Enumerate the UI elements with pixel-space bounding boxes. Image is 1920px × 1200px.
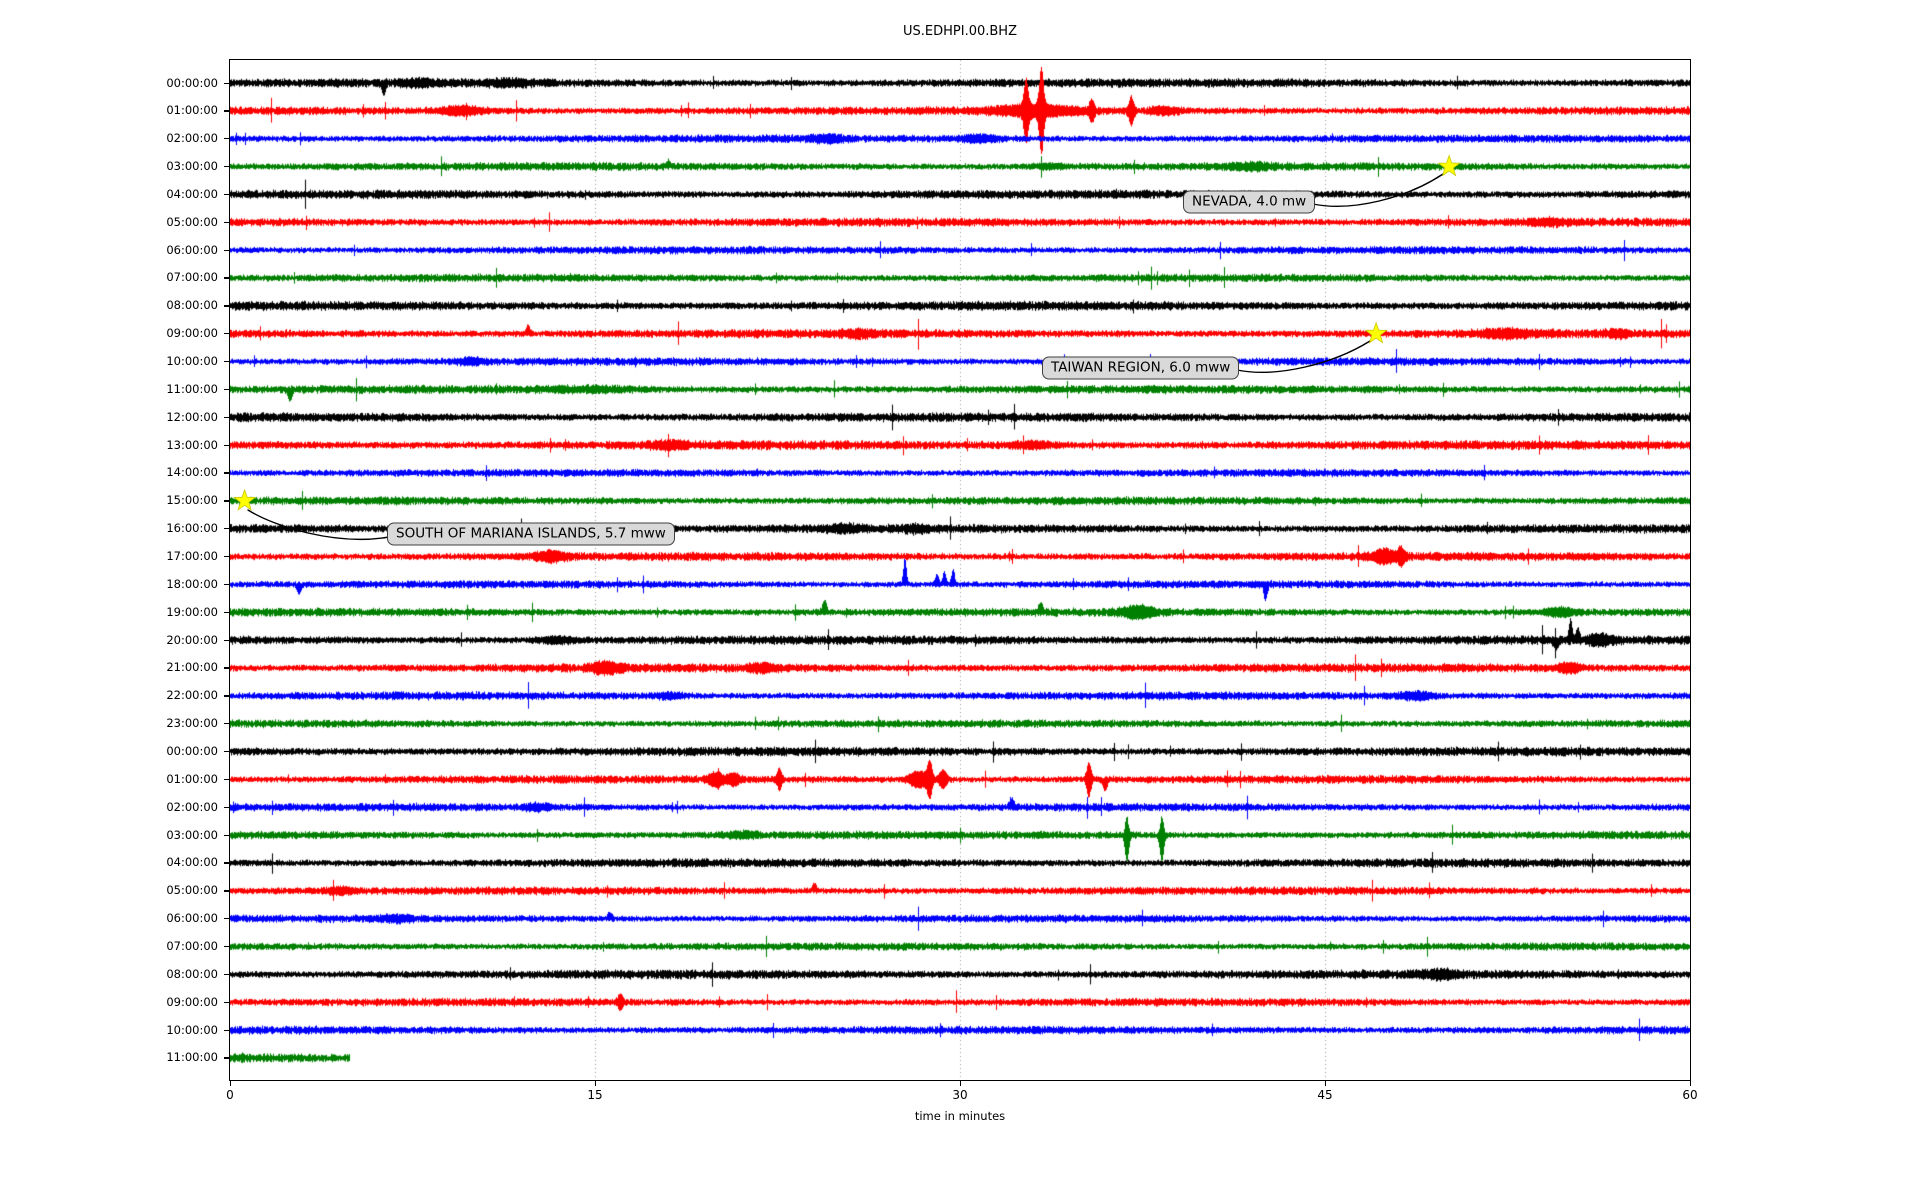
y-tick: [224, 639, 230, 641]
y-tick: [224, 361, 230, 363]
y-tick: [224, 862, 230, 864]
y-tick-label: 16:00:00: [166, 521, 218, 536]
y-tick: [224, 416, 230, 418]
chart-title: US.EDHPI.00.BHZ: [903, 24, 1017, 39]
y-tick-label: 00:00:00: [166, 744, 218, 759]
y-tick-label: 10:00:00: [166, 354, 218, 369]
y-tick: [224, 166, 230, 168]
x-tick: [229, 1081, 231, 1086]
y-tick-label: 18:00:00: [166, 576, 218, 591]
y-tick: [224, 305, 230, 307]
y-tick-label: 15:00:00: [166, 493, 218, 508]
y-tick: [224, 333, 230, 335]
y-tick: [224, 611, 230, 613]
y-tick-label: 02:00:00: [166, 799, 218, 814]
x-axis-title: time in minutes: [914, 1109, 1006, 1123]
y-tick-label: 02:00:00: [166, 131, 218, 146]
y-tick-label: 05:00:00: [166, 883, 218, 898]
y-tick: [224, 667, 230, 669]
x-tick-label: 0: [226, 1088, 234, 1102]
y-tick: [224, 472, 230, 474]
x-tick: [959, 1081, 961, 1086]
y-tick: [224, 1057, 230, 1059]
y-tick: [224, 444, 230, 446]
y-tick-label: 14:00:00: [166, 465, 218, 480]
y-tick-label: 01:00:00: [166, 771, 218, 786]
y-tick-label: 07:00:00: [166, 270, 218, 285]
y-axis-labels: 00:00:00 01:00:00 02:00:00 03:00:00 04:00:00…: [0, 60, 218, 1080]
y-tick-label: 06:00:00: [166, 242, 218, 257]
y-tick-label: 11:00:00: [166, 1050, 218, 1065]
y-tick: [224, 556, 230, 558]
x-tick-label: 15: [587, 1088, 603, 1102]
y-tick: [224, 138, 230, 140]
event-label: TAIWAN REGION, 6.0 mww: [1042, 356, 1240, 380]
y-tick: [224, 973, 230, 976]
y-tick: [224, 110, 230, 112]
y-tick-label: 09:00:00: [166, 994, 218, 1009]
y-tick-label: 08:00:00: [166, 298, 218, 313]
x-tick-label: 30: [952, 1088, 968, 1102]
y-tick: [224, 388, 230, 391]
y-tick-label: 05:00:00: [166, 214, 218, 229]
y-tick: [224, 723, 230, 725]
y-tick-label: 13:00:00: [166, 437, 218, 452]
y-tick: [224, 1001, 230, 1003]
y-tick: [224, 82, 230, 84]
y-tick-label: 21:00:00: [166, 660, 218, 675]
y-tick-label: 03:00:00: [166, 827, 218, 842]
y-tick-label: 17:00:00: [166, 549, 218, 564]
seismogram-plot-area: [230, 60, 1690, 1080]
y-tick: [224, 1029, 230, 1031]
event-label: NEVADA, 4.0 mw: [1183, 190, 1316, 214]
y-tick: [224, 500, 230, 502]
y-tick-label: 23:00:00: [166, 716, 218, 731]
y-tick: [224, 528, 230, 530]
y-tick: [224, 946, 230, 948]
y-tick-label: 06:00:00: [166, 911, 218, 926]
y-tick-label: 01:00:00: [166, 103, 218, 118]
y-tick: [224, 918, 230, 920]
y-tick: [224, 834, 230, 836]
y-tick: [224, 695, 230, 697]
y-tick: [224, 890, 230, 892]
y-tick-label: 07:00:00: [166, 939, 218, 954]
y-tick: [224, 249, 230, 251]
x-tick-label: 60: [1682, 1088, 1698, 1102]
y-tick-label: 20:00:00: [166, 632, 218, 647]
y-tick-label: 12:00:00: [166, 409, 218, 424]
x-tick: [594, 1081, 596, 1086]
y-tick: [224, 778, 230, 781]
y-tick-label: 22:00:00: [166, 688, 218, 703]
y-tick-label: 03:00:00: [166, 159, 218, 174]
y-tick-label: 11:00:00: [166, 381, 218, 396]
y-tick-label: 19:00:00: [166, 604, 218, 619]
plot-frame: [229, 59, 1691, 1081]
y-tick: [224, 583, 230, 586]
y-tick-label: 08:00:00: [166, 966, 218, 981]
y-tick-label: 04:00:00: [166, 186, 218, 201]
y-tick: [224, 277, 230, 279]
y-tick: [224, 751, 230, 753]
x-tick: [1689, 1081, 1691, 1086]
x-tick: [1324, 1081, 1326, 1086]
y-tick-label: 04:00:00: [166, 855, 218, 870]
x-tick-label: 45: [1317, 1088, 1333, 1102]
event-label: SOUTH OF MARIANA ISLANDS, 5.7 mww: [387, 522, 675, 546]
y-tick-label: 00:00:00: [166, 75, 218, 90]
y-tick: [224, 221, 230, 223]
y-tick-label: 10:00:00: [166, 1022, 218, 1037]
y-tick: [224, 193, 230, 196]
y-tick: [224, 806, 230, 808]
y-tick-label: 09:00:00: [166, 326, 218, 341]
